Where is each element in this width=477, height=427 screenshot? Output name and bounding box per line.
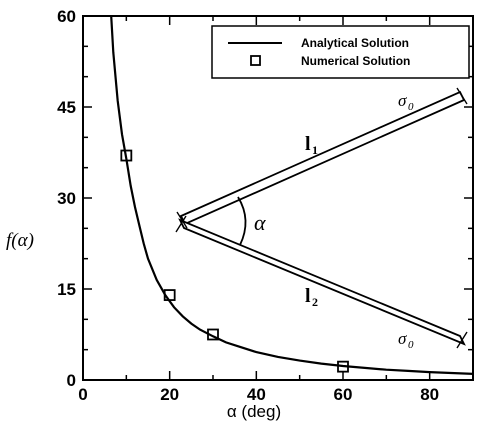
- y-axis-label: f(α): [6, 230, 34, 251]
- bar-l1-subscript: 1: [312, 143, 318, 157]
- legend-label-analytical: Analytical Solution: [301, 36, 409, 50]
- sigma-bottom-label: σ: [398, 329, 407, 348]
- legend: Analytical Solution Numerical Solution: [211, 25, 470, 79]
- x-tick-label: 80: [420, 385, 439, 404]
- y-tick-label: 45: [57, 98, 76, 117]
- sigma-bottom-subscript: 0: [408, 339, 414, 351]
- x-axis-label: α (deg): [227, 402, 281, 421]
- bar-l2-subscript: 2: [312, 295, 318, 309]
- left-end-tick-top: [176, 211, 188, 229]
- inset-schematic: α l 1 l 2 σ 0 σ 0: [175, 87, 468, 351]
- y-tick-label: 60: [57, 7, 76, 26]
- analytical-solution-line: [110, 15, 474, 375]
- left-end-tick-bottom: [175, 215, 187, 233]
- angle-alpha-label: α: [254, 210, 266, 235]
- x-tick-label: 60: [334, 385, 353, 404]
- upper-end-tick: [456, 87, 468, 105]
- bar-l1-label: l: [305, 133, 311, 155]
- x-tick-label: 40: [247, 385, 266, 404]
- y-tick-label: 15: [57, 280, 76, 299]
- numerical-marker: [120, 149, 133, 162]
- numerical-marker: [207, 328, 219, 341]
- legend-square-swatch: [250, 55, 261, 66]
- numerical-marker: [337, 360, 349, 373]
- angle-arc: [237, 196, 247, 246]
- lower-bar: [178, 218, 466, 346]
- bar-l2-label: l: [305, 285, 311, 307]
- y-tick-label: 30: [57, 189, 76, 208]
- x-tick-label: 0: [78, 385, 87, 404]
- sigma-top-label: σ: [398, 91, 407, 110]
- lower-end-tick: [456, 331, 468, 349]
- numerical-solution-markers: [120, 149, 349, 373]
- numerical-marker: [163, 289, 176, 301]
- legend-label-numerical: Numerical Solution: [301, 54, 410, 68]
- y-tick-label: 0: [67, 371, 76, 390]
- sigma-top-subscript: 0: [408, 101, 414, 113]
- axis-ticks: [82, 15, 474, 381]
- x-tick-label: 20: [160, 385, 179, 404]
- legend-box: [211, 25, 470, 79]
- upper-bar: [179, 90, 466, 226]
